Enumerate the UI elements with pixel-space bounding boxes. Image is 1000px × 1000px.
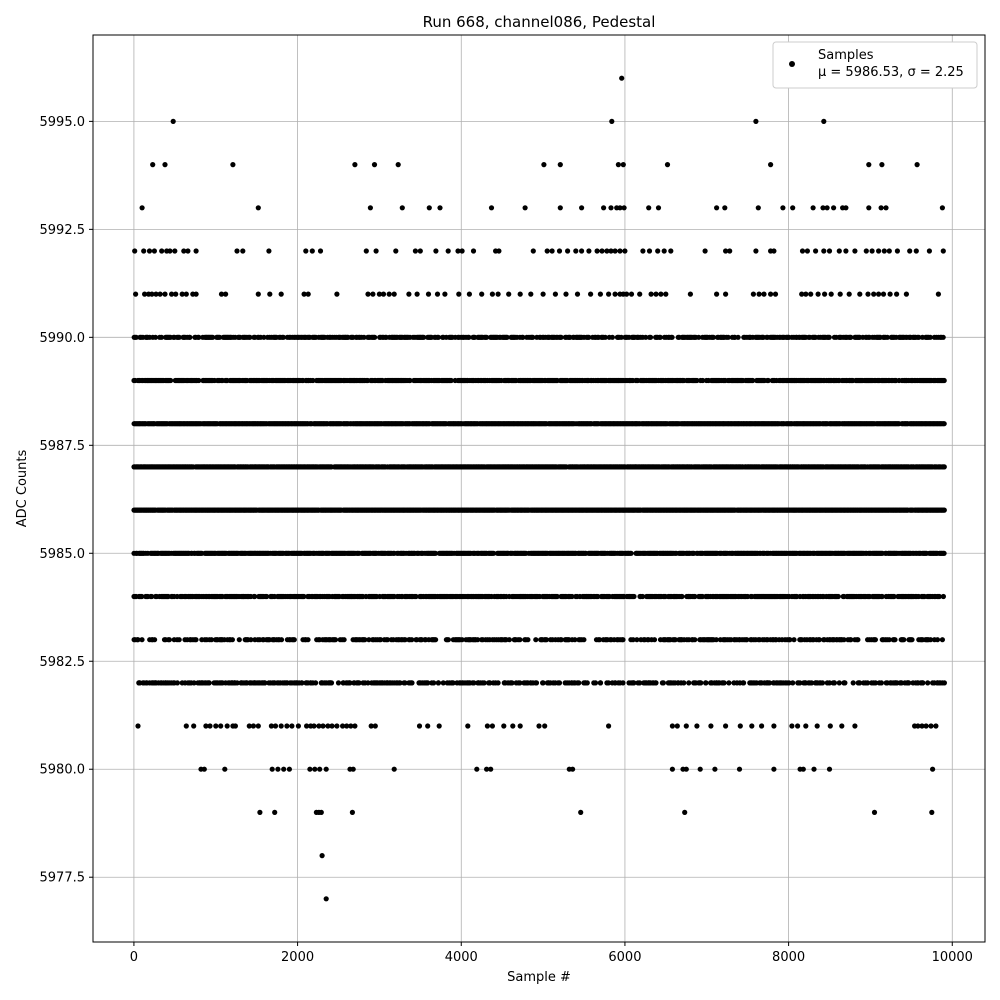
data-point [133,334,139,340]
data-point [504,334,510,340]
data-point [229,637,235,643]
data-point [247,334,253,340]
data-point [609,334,616,340]
data-point [750,377,756,384]
data-point [835,593,841,600]
data-point [669,334,675,340]
data-point [332,637,339,643]
data-point [533,637,539,643]
data-point [679,593,685,600]
data-point [941,550,947,556]
data-point [196,334,202,340]
data-point [558,334,564,340]
data-point [193,637,199,643]
data-point [530,334,536,340]
data-point [941,464,947,470]
data-point [372,334,378,340]
data-point [217,334,223,340]
data-point [341,637,347,643]
data-point [631,593,637,600]
data-points [131,75,948,902]
data-point [407,377,413,384]
data-point [196,377,202,384]
data-point [848,334,854,340]
data-point [628,550,634,556]
data-point [361,334,367,340]
data-point [941,421,947,427]
data-point [139,637,145,643]
data-point [517,637,523,643]
data-point [525,637,531,643]
data-point [158,334,165,340]
data-point [520,334,526,340]
data-point [618,334,624,340]
data-point [884,334,891,340]
data-point [927,334,933,340]
data-point [176,334,182,340]
data-point [421,334,427,340]
data-point [445,637,451,643]
data-point [765,377,771,384]
data-point [236,637,242,643]
data-point [435,334,441,340]
data-point [586,334,592,340]
data-point [648,334,654,340]
data-point [433,637,439,643]
data-point [700,377,706,384]
data-point [940,334,946,340]
data-point [916,334,922,340]
data-point [735,334,741,340]
data-point [484,334,490,340]
data-point [176,637,182,643]
data-point [941,507,947,513]
data-point [506,637,512,643]
data-point [448,377,454,384]
data-point [168,377,174,384]
data-point [280,334,286,340]
data-point [187,334,193,340]
data-point [261,334,267,340]
data-point [278,637,285,643]
data-point [466,334,472,340]
data-point [725,334,731,340]
data-point [291,637,297,643]
data-point [643,334,649,340]
data-point [694,377,700,384]
data-point [310,377,316,384]
data-point [305,637,311,643]
data-point [210,334,216,340]
data-point [152,637,158,643]
data-point [940,593,947,600]
data-point [657,334,663,340]
data-point [602,334,608,340]
data-point [826,334,832,340]
data-point [710,334,717,340]
data-point [166,637,172,643]
data-point [696,334,702,340]
data-point [941,377,947,384]
data-point [152,334,159,340]
